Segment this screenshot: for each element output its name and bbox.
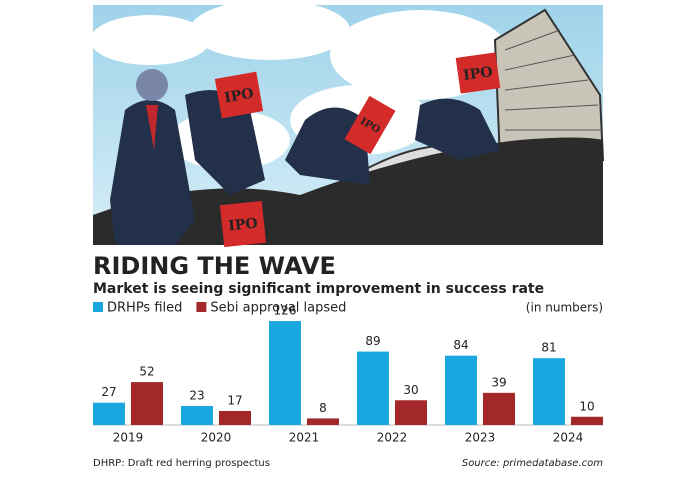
sign-label: IPO	[223, 86, 255, 107]
unit-note: (in numbers)	[526, 301, 603, 315]
sign-label: IPO	[228, 216, 259, 235]
value-label: 52	[139, 365, 154, 379]
bar	[483, 392, 515, 425]
x-tick-label: 2022	[377, 431, 408, 445]
value-label: 23	[189, 389, 204, 403]
value-label: 8	[319, 401, 327, 415]
bar	[445, 355, 477, 425]
bar	[395, 400, 427, 425]
value-label: 84	[453, 338, 468, 352]
value-label: 126	[274, 304, 297, 318]
value-label: 30	[403, 383, 418, 397]
figures	[110, 69, 500, 245]
bar	[131, 382, 163, 425]
chart-subtitle: Market is seeing significant improvement…	[93, 281, 544, 297]
sign-label: IPO	[462, 64, 493, 84]
legend-swatch	[196, 302, 207, 312]
legend-swatch	[93, 302, 103, 312]
ipo-signs: IPO IPO IPO IPO	[214, 52, 501, 248]
bar	[219, 410, 251, 425]
x-tick-label: 2019	[113, 431, 144, 445]
footnote: DHRP: Draft red herring prospectus	[93, 458, 270, 469]
value-label: 81	[541, 341, 556, 355]
bar	[571, 416, 603, 425]
x-tick-label: 2021	[289, 431, 320, 445]
legend-label: DRHPs filed	[107, 301, 182, 316]
source: Source: primedatabase.com	[462, 458, 603, 469]
x-tick-label: 2024	[553, 431, 584, 445]
value-label: 89	[365, 334, 380, 348]
tie	[146, 105, 158, 150]
bar	[307, 418, 339, 425]
bar	[357, 351, 389, 425]
value-label: 27	[101, 385, 116, 399]
x-tick-label: 2020	[201, 431, 232, 445]
bar	[533, 358, 565, 425]
value-label: 39	[491, 375, 506, 389]
value-label: 10	[579, 399, 594, 413]
legend-label: Sebi approval lapsed	[210, 301, 346, 316]
bar	[93, 402, 125, 425]
illustration: IPO IPO IPO IPO	[90, 0, 605, 248]
chart-title: RIDING THE WAVE	[93, 252, 336, 280]
bar	[181, 406, 213, 425]
bar	[269, 321, 301, 425]
x-tick-label: 2023	[465, 431, 496, 445]
value-label: 17	[227, 393, 242, 407]
ground-wave	[93, 137, 603, 245]
